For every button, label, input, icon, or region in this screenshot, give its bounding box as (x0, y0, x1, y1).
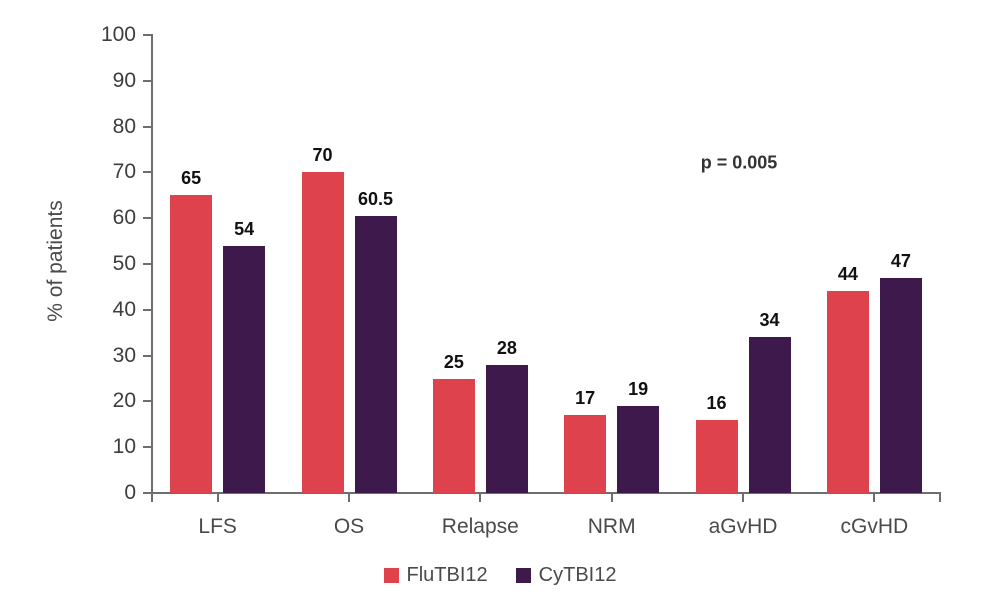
x-tick-mark (348, 494, 350, 502)
x-axis-end-tick (151, 494, 153, 502)
value-label-CyTBI12-LFS: 54 (234, 218, 255, 239)
value-label-FluTBI12-LFS: 65 (181, 168, 202, 189)
bar-CyTBI12-aGvHD (748, 337, 791, 493)
y-tick-mark (143, 492, 151, 494)
x-tick-mark (479, 494, 482, 502)
value-label-FluTBI12-OS: 70 (312, 145, 333, 166)
bar-FluTBI12-OS (301, 172, 344, 493)
x-tick-mark (873, 494, 876, 502)
x-axis-line (151, 492, 941, 494)
y-tick-mark (143, 263, 151, 265)
y-tick-label: 40 (112, 297, 136, 321)
y-tick-mark (143, 446, 151, 449)
bar-FluTBI12-cGvHD (826, 291, 869, 493)
x-axis-end-tick (939, 494, 941, 502)
y-tick-label: 20 (112, 389, 136, 413)
bar-FluTBI12-Relapse (432, 378, 475, 493)
value-label-CyTBI12-NRM: 19 (628, 378, 649, 399)
y-tick-mark (143, 125, 151, 128)
value-label-FluTBI12-Relapse: 25 (443, 351, 464, 372)
x-tick-label-NRM: NRM (587, 515, 636, 538)
legend-item-CyTBI12: CyTBI12 (515, 564, 617, 587)
p-value-annotation: p = 0.005 (700, 152, 778, 173)
bar-CyTBI12-NRM (617, 405, 660, 493)
bar-CyTBI12-cGvHD (879, 277, 922, 493)
y-tick-label: 10 (112, 435, 136, 459)
bar-FluTBI12-aGvHD (695, 419, 738, 493)
value-label-FluTBI12-cGvHD: 44 (837, 264, 858, 285)
x-tick-mark (216, 494, 219, 502)
bar-FluTBI12-LFS (170, 195, 213, 493)
x-tick-mark (742, 494, 744, 502)
y-tick-mark (143, 217, 151, 220)
value-label-FluTBI12-aGvHD: 16 (706, 392, 727, 413)
y-tick-label: 90 (112, 68, 136, 92)
y-tick-mark (143, 308, 151, 311)
legend-item-FluTBI12: FluTBI12 (383, 564, 488, 587)
x-tick-mark (610, 494, 613, 502)
x-tick-label-cGvHD: cGvHD (840, 515, 909, 538)
x-tick-label-OS: OS (333, 515, 365, 538)
y-tick-mark (143, 171, 151, 174)
y-tick-label: 50 (112, 252, 136, 275)
value-label-CyTBI12-aGvHD: 34 (759, 310, 780, 331)
y-tick-label: 70 (112, 160, 136, 184)
bar-CyTBI12-OS (354, 215, 397, 493)
y-tick-label: 80 (112, 114, 136, 138)
legend-swatch-icon (515, 568, 531, 583)
x-tick-label-Relapse: Relapse (441, 515, 519, 538)
y-tick-mark (143, 400, 151, 403)
legend: FluTBI12 CyTBI12 (0, 564, 1000, 587)
y-tick-mark (143, 354, 151, 357)
y-axis-line (151, 34, 153, 494)
y-axis-title: % of patients (44, 200, 67, 322)
x-tick-label-aGvHD: aGvHD (708, 515, 778, 538)
value-label-CyTBI12-cGvHD: 47 (890, 250, 911, 271)
value-label-CyTBI12-Relapse: 28 (496, 337, 517, 358)
y-tick-mark (143, 79, 151, 82)
y-tick-label: 0 (124, 481, 136, 504)
bar-FluTBI12-NRM (564, 415, 607, 493)
value-label-FluTBI12-NRM: 17 (575, 388, 596, 409)
y-tick-label: 100 (100, 23, 136, 46)
legend-swatch-icon (383, 568, 399, 583)
y-tick-label: 60 (112, 206, 136, 230)
value-label-CyTBI12-OS: 60.5 (357, 188, 394, 209)
bar-CyTBI12-LFS (223, 245, 266, 493)
x-tick-label-LFS: LFS (198, 515, 237, 538)
legend-label: FluTBI12 (406, 564, 488, 586)
legend-label: CyTBI12 (538, 564, 617, 586)
y-tick-label: 30 (112, 343, 136, 367)
y-tick-mark (143, 34, 151, 36)
bar-CyTBI12-Relapse (485, 364, 528, 493)
